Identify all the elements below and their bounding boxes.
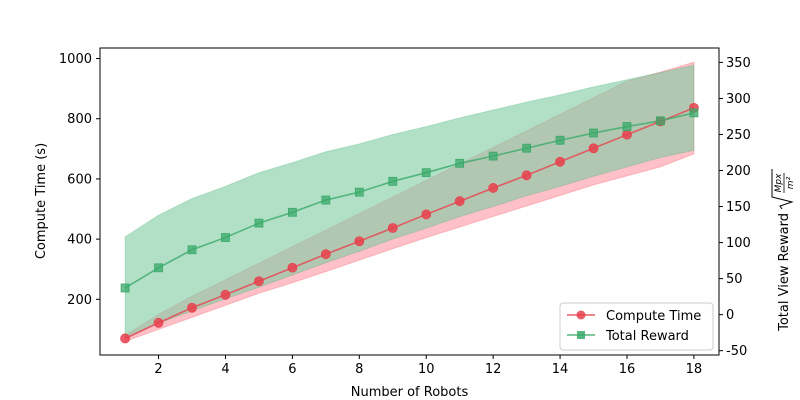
- x-tick-label: 10: [418, 362, 435, 377]
- legend-label-total-reward: Total Reward: [605, 329, 689, 344]
- compute-time-point: [488, 183, 499, 193]
- x-tick-label: 4: [221, 362, 229, 377]
- legend-box: [559, 302, 714, 351]
- right-y-tick-label: 200: [726, 164, 751, 179]
- total-reward-point: [354, 187, 364, 197]
- total-reward-band: [124, 64, 695, 339]
- right-y-tick-label: 0: [726, 308, 734, 323]
- total-reward-point: [120, 283, 130, 293]
- right-y-tick-label: 100: [726, 236, 751, 251]
- sqrt-radical-sign: [771, 169, 794, 210]
- total-reward-point: [622, 122, 632, 131]
- compute-time-point: [521, 170, 532, 181]
- plot-frame: [99, 47, 720, 356]
- x-tick-label: 18: [686, 362, 703, 377]
- total-reward-point: [656, 116, 665, 126]
- total-reward-point: [455, 158, 465, 168]
- compute-time-point: [588, 143, 599, 154]
- total-reward-point: [321, 195, 331, 205]
- x-axis-title: Number of Robots: [351, 385, 469, 400]
- compute-time-point: [320, 249, 331, 260]
- left-y-tick-label: 200: [67, 293, 92, 308]
- left-y-tick-label: 1000: [59, 52, 92, 67]
- compute-time-point: [120, 333, 130, 344]
- right-y-tick-label: 350: [726, 56, 751, 71]
- x-tick-label: 12: [485, 362, 502, 377]
- compute-time-point: [287, 262, 298, 273]
- compute-time-point: [387, 223, 398, 233]
- right-y-tick-label: 250: [726, 128, 751, 143]
- x-tick-label: 14: [552, 362, 569, 377]
- total-reward-point: [589, 128, 598, 138]
- total-reward-point: [488, 151, 498, 161]
- series-lines: [124, 107, 695, 340]
- sqrt-numerator: Mpx: [774, 173, 784, 192]
- left-y-axis-title: Compute Time (s): [34, 143, 49, 259]
- right-y-tick-label: 300: [726, 92, 751, 107]
- right-y-tick-label: -50: [726, 344, 747, 359]
- total-reward-point: [254, 218, 264, 228]
- total-reward-point: [287, 207, 297, 217]
- total-reward-point: [221, 233, 230, 242]
- right-y-tick-label: 150: [726, 200, 751, 215]
- total-reward-point: [689, 108, 699, 118]
- left-y-axis-ticks: 200 400 600 800 1000: [59, 52, 100, 308]
- compute-time-point: [153, 317, 164, 328]
- legend-marker-total-reward: [577, 331, 585, 339]
- legend-marker-compute-time: [576, 310, 586, 320]
- legend: Compute Time Total Reward: [559, 302, 714, 351]
- right-y-axis-title-text: Total View Reward: [777, 213, 792, 332]
- series-markers: [120, 102, 699, 344]
- total-reward-point: [421, 168, 431, 178]
- sqrt-denominator: m²: [786, 176, 796, 189]
- compute-time-point: [622, 129, 632, 140]
- compute-time-point: [354, 236, 365, 247]
- x-tick-label: 16: [619, 362, 636, 377]
- left-y-tick-label: 600: [67, 172, 92, 187]
- total-reward-point: [187, 245, 197, 255]
- legend-entry-compute-time: Compute Time: [567, 309, 701, 324]
- x-tick-label: 8: [355, 362, 363, 377]
- total-reward-line: [124, 112, 695, 289]
- total-reward-point: [388, 176, 398, 186]
- total-reward-point: [555, 135, 565, 145]
- right-y-tick-label: 50: [726, 272, 743, 287]
- confidence-bands: [124, 61, 695, 343]
- right-y-axis-ticks: -50 0 50 100 150 200 250 300 350: [719, 56, 751, 359]
- legend-entry-total-reward: Total Reward: [567, 329, 689, 344]
- compute-time-line: [124, 107, 695, 340]
- total-reward-point: [154, 263, 163, 273]
- legend-label-compute-time: Compute Time: [606, 309, 701, 324]
- compute-time-point: [555, 156, 565, 167]
- compute-time-point: [454, 196, 465, 207]
- compute-time-point: [254, 276, 264, 287]
- compute-time-point: [220, 289, 231, 300]
- total-reward-point: [522, 143, 532, 153]
- right-y-axis-title: Total View Reward Mpx m²: [771, 169, 796, 332]
- sqrt-symbol: Mpx m²: [771, 169, 796, 210]
- x-tick-label: 6: [288, 362, 296, 377]
- x-tick-label: 2: [154, 362, 162, 377]
- left-y-tick-label: 800: [67, 112, 92, 127]
- left-y-tick-label: 400: [67, 233, 92, 248]
- compute-time-point: [421, 209, 432, 220]
- x-axis-ticks: 2 4 6 8 10 12 14 16 18: [154, 355, 702, 377]
- compute-time-point: [187, 302, 197, 313]
